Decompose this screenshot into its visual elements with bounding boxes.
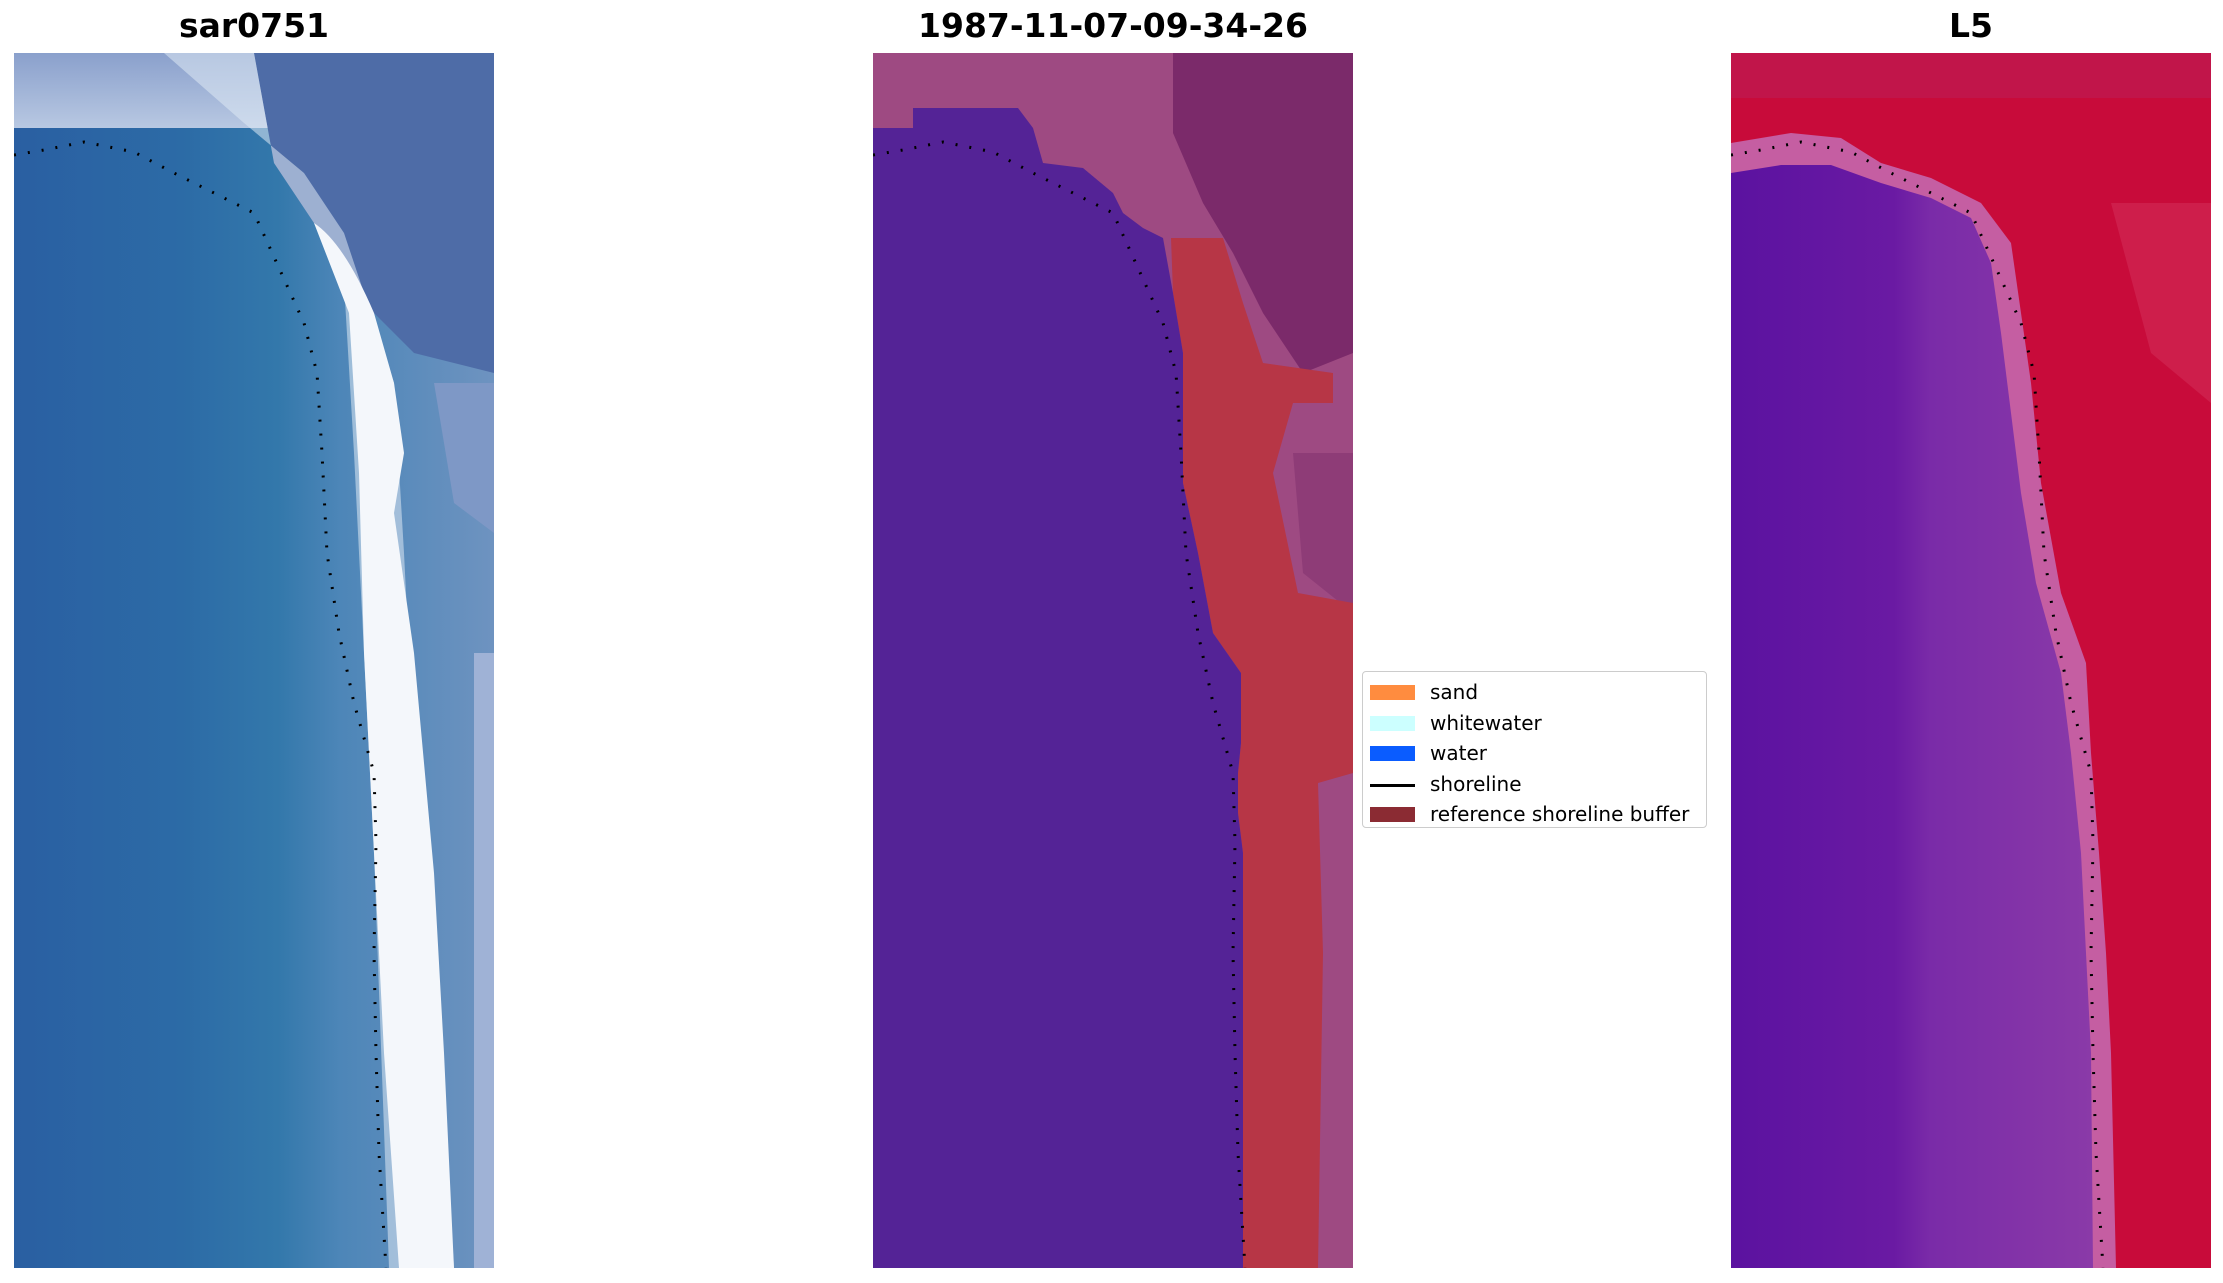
panel-title-classified: 1987-11-07-09-34-26 [918, 6, 1308, 45]
legend-label: reference shoreline buffer [1430, 802, 1690, 826]
legend-item-reference-shoreline-buffer: reference shoreline buffer [1363, 798, 1706, 829]
panel-title-index: L5 [1949, 6, 1993, 45]
legend-item-water: water [1363, 737, 1706, 768]
index-image-panel [1731, 53, 2211, 1268]
legend-label: shoreline [1430, 771, 1522, 796]
legend-item-shoreline: shoreline [1363, 768, 1706, 799]
reference-buffer-swatch [1370, 807, 1415, 822]
legend-label: whitewater [1430, 710, 1542, 735]
shoreline-line-swatch [1370, 783, 1415, 787]
legend-item-whitewater: whitewater [1363, 707, 1706, 738]
legend-item-sand: sand [1363, 676, 1706, 707]
rgb-image [14, 53, 494, 1268]
classified-image-panel [873, 53, 1353, 1268]
whitewater-swatch [1370, 715, 1415, 731]
sand-swatch [1370, 685, 1415, 700]
legend: sand whitewater water shoreline referenc… [1362, 671, 1707, 828]
legend-label: water [1430, 741, 1487, 765]
index-image [1731, 53, 2211, 1268]
water-swatch [1370, 746, 1415, 761]
classified-image [873, 53, 1353, 1268]
rgb-image-panel [14, 53, 494, 1268]
panel-title-rgb: sar0751 [178, 6, 330, 45]
legend-label: sand [1430, 680, 1479, 704]
